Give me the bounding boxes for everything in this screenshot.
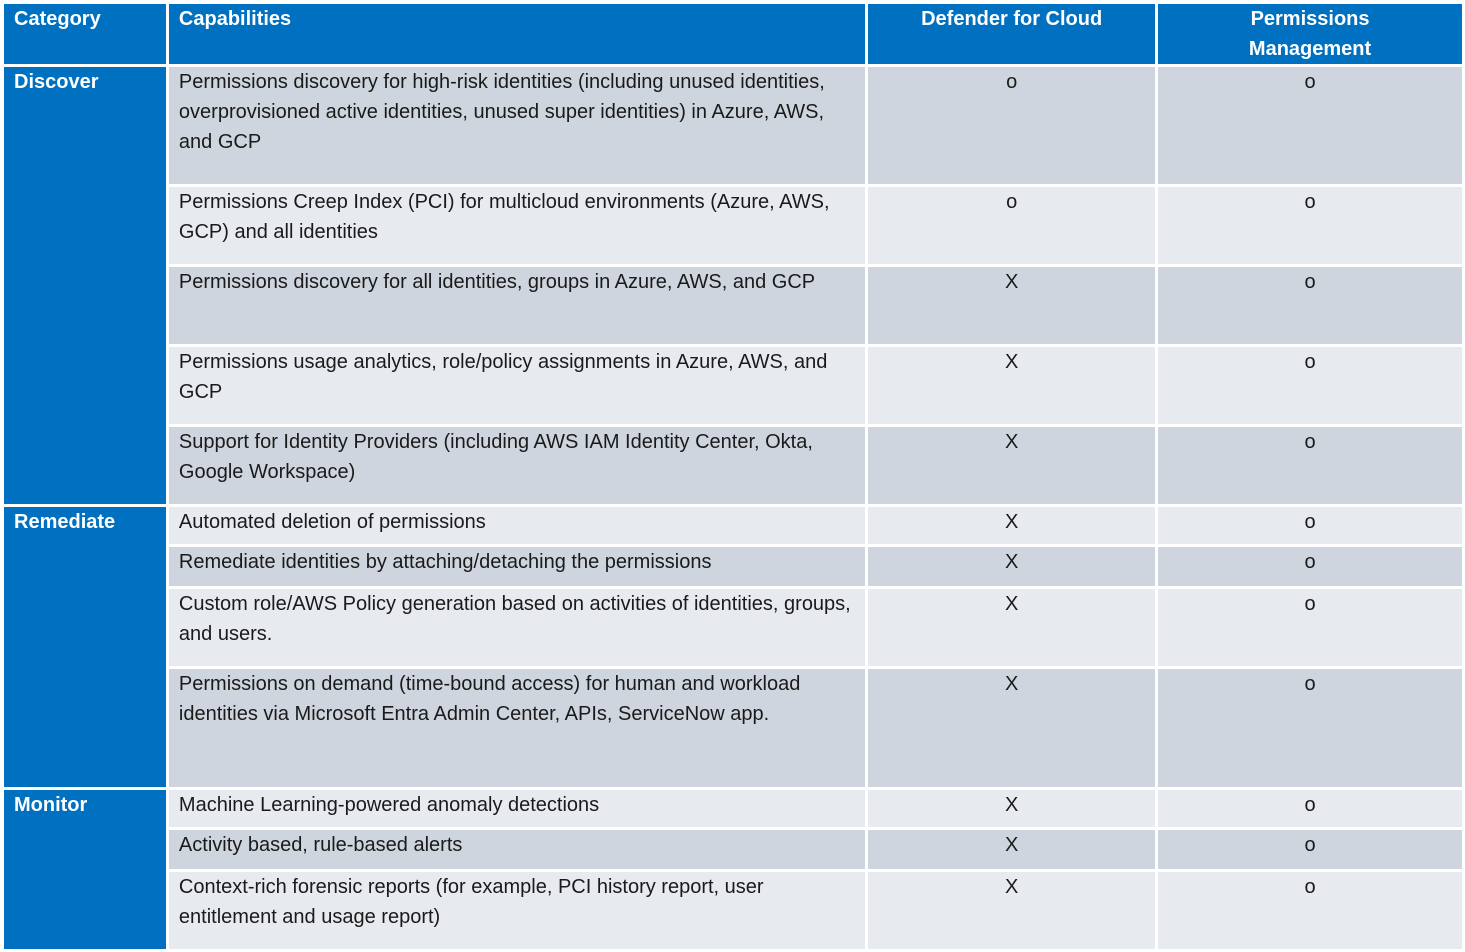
capability-cell: Permissions Creep Index (PCI) for multic… bbox=[165, 184, 869, 267]
capability-cell: Context-rich forensic reports (for examp… bbox=[165, 869, 869, 952]
permissions-mark: o bbox=[1155, 586, 1465, 669]
capability-cell: Activity based, rule-based alerts bbox=[165, 827, 869, 872]
header-row: Category Capabilities Defender for Cloud… bbox=[1, 1, 1465, 67]
table-row: Custom role/AWS Policy generation based … bbox=[3, 586, 1465, 669]
table-row: Discover Permissions discovery for high-… bbox=[1, 64, 1465, 507]
table-row: Support for Identity Providers (includin… bbox=[3, 424, 1465, 507]
table-row: Remediate identities by attaching/detach… bbox=[3, 544, 1465, 589]
defender-mark: o bbox=[865, 184, 1159, 267]
defender-mark: X bbox=[865, 869, 1159, 952]
capability-cell: Permissions discovery for all identities… bbox=[165, 264, 869, 347]
capability-cell: Machine Learning-powered anomaly detecti… bbox=[165, 787, 869, 830]
header-category: Category bbox=[1, 1, 169, 67]
capability-cell: Support for Identity Providers (includin… bbox=[165, 424, 869, 507]
table-row: Permissions Creep Index (PCI) for multic… bbox=[3, 184, 1465, 267]
permissions-mark: o bbox=[1155, 544, 1465, 589]
permissions-mark: o bbox=[1155, 184, 1465, 267]
table-row: Remediate Automated deletion of permissi… bbox=[1, 504, 1465, 790]
table-row: Monitor Machine Learning-powered anomaly… bbox=[1, 787, 1465, 952]
capability-cell: Remediate identities by attaching/detach… bbox=[165, 544, 869, 589]
permissions-mark: o bbox=[1155, 869, 1465, 952]
capability-cell: Permissions discovery for high-risk iden… bbox=[165, 64, 869, 187]
category-monitor: Monitor bbox=[1, 787, 169, 952]
table-row: Permissions discovery for all identities… bbox=[3, 264, 1465, 347]
defender-mark: X bbox=[865, 787, 1159, 830]
permissions-mark: o bbox=[1155, 827, 1465, 872]
defender-mark: o bbox=[865, 64, 1159, 187]
header-defender-for-cloud: Defender for Cloud bbox=[865, 1, 1159, 67]
table-row: Permissions usage analytics, role/policy… bbox=[3, 344, 1465, 427]
permissions-mark: o bbox=[1155, 344, 1465, 427]
category-remediate: Remediate bbox=[1, 504, 169, 790]
defender-mark: X bbox=[865, 504, 1159, 547]
defender-mark: X bbox=[865, 264, 1159, 347]
table-row: Activity based, rule-based alerts X o bbox=[3, 827, 1465, 872]
permissions-mark: o bbox=[1155, 666, 1465, 790]
defender-mark: X bbox=[865, 344, 1159, 427]
capability-cell: Permissions usage analytics, role/policy… bbox=[165, 344, 869, 427]
capability-cell: Permissions on demand (time-bound access… bbox=[165, 666, 869, 790]
permissions-mark: o bbox=[1155, 504, 1465, 547]
permissions-mark: o bbox=[1155, 264, 1465, 347]
capability-cell: Automated deletion of permissions bbox=[165, 504, 869, 547]
defender-mark: X bbox=[865, 586, 1159, 669]
permissions-mark: o bbox=[1155, 424, 1465, 507]
defender-mark: X bbox=[865, 827, 1159, 872]
permissions-mark: o bbox=[1155, 787, 1465, 830]
table-row: Permissions on demand (time-bound access… bbox=[3, 666, 1465, 790]
defender-mark: X bbox=[865, 544, 1159, 589]
capability-cell: Custom role/AWS Policy generation based … bbox=[165, 586, 869, 669]
defender-mark: X bbox=[865, 424, 1159, 507]
permissions-mark: o bbox=[1155, 64, 1465, 187]
defender-mark: X bbox=[865, 666, 1159, 790]
table-row: Context-rich forensic reports (for examp… bbox=[3, 869, 1465, 952]
header-capabilities: Capabilities bbox=[165, 1, 869, 67]
category-discover: Discover bbox=[1, 64, 169, 507]
header-permissions-management: Permissions Management bbox=[1155, 1, 1465, 67]
